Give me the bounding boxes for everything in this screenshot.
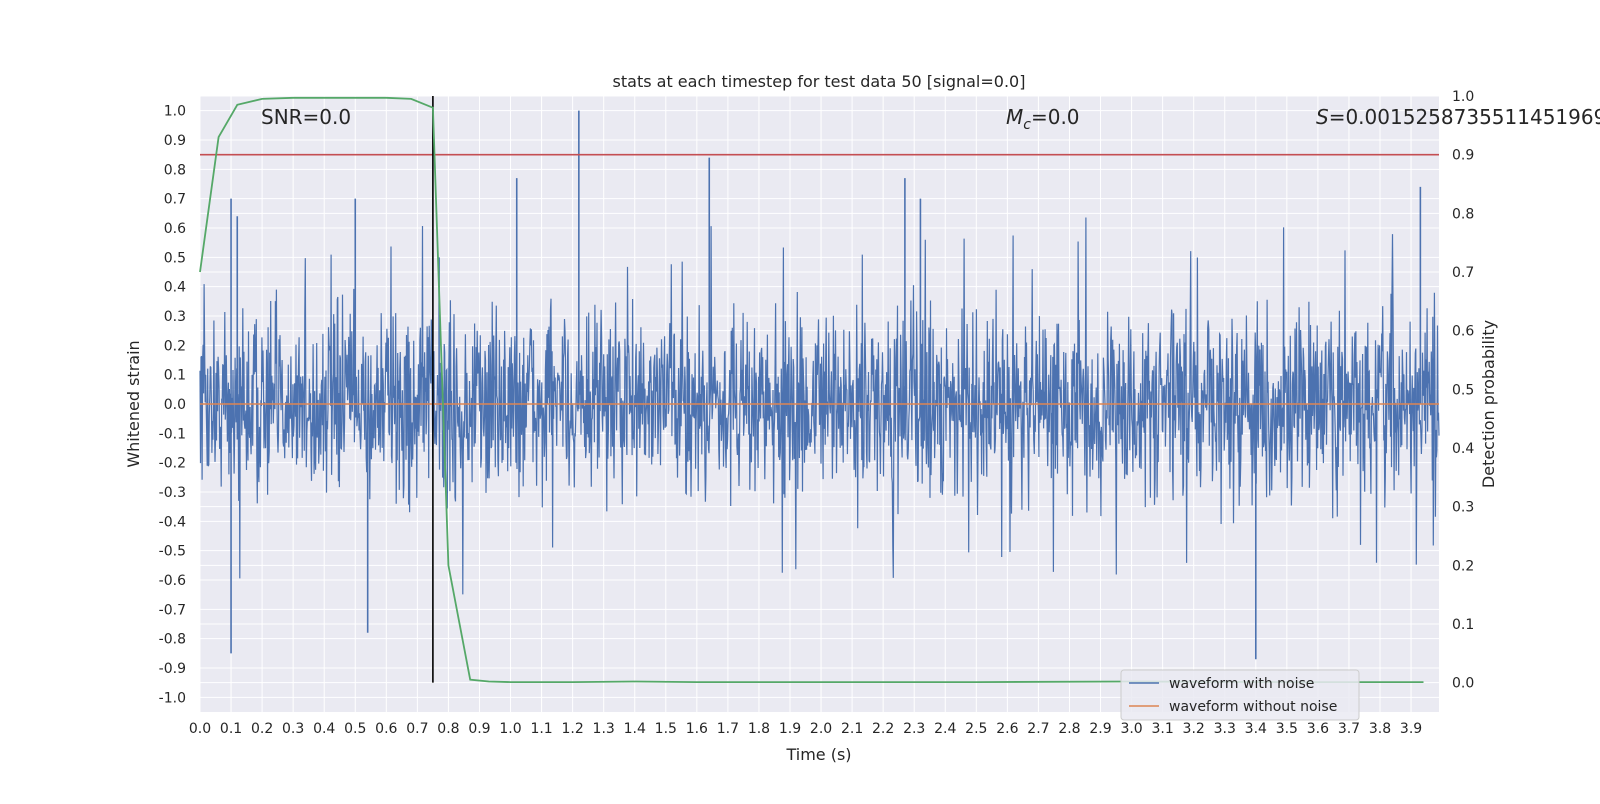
x-tick-label: 1.5: [655, 721, 677, 737]
x-tick-label: 0.0: [189, 721, 211, 737]
y-right-tick-label: 0.6: [1452, 324, 1474, 340]
y-tick-label: -1.0: [159, 690, 186, 706]
y-tick-label: 0.7: [164, 192, 186, 208]
x-tick-label: 3.0: [1120, 721, 1142, 737]
y-tick-label: 0.9: [164, 133, 186, 149]
y-tick-label: -0.2: [159, 456, 186, 472]
x-tick-label: 1.4: [624, 721, 646, 737]
y-right-tick-label: 0.9: [1452, 148, 1474, 164]
x-tick-label: 2.7: [1027, 721, 1049, 737]
x-tick-label: 3.8: [1369, 721, 1391, 737]
x-tick-label: 3.5: [1276, 721, 1298, 737]
y-tick-label: 0.0: [164, 397, 186, 413]
y-tick-label: 0.4: [164, 280, 186, 296]
s-value: =0.0015258735511451969: [1329, 105, 1600, 129]
x-tick-label: 0.7: [406, 721, 428, 737]
y-tick-label: -0.1: [159, 426, 186, 442]
y-tick-label: 1.0: [164, 104, 186, 120]
y-right-tick-label: 0.2: [1452, 558, 1474, 574]
y-tick-label: 0.6: [164, 221, 186, 237]
x-tick-label: 2.4: [934, 721, 956, 737]
s-annotation: S=0.0015258735511451969: [1316, 105, 1600, 129]
x-tick-label: 3.3: [1214, 721, 1236, 737]
y-right-tick-label: 0.3: [1452, 500, 1474, 516]
y-right-tick-label: 0.7: [1452, 265, 1474, 281]
x-tick-label: 1.7: [717, 721, 739, 737]
legend-box: [1120, 669, 1360, 721]
y-tick-label: 0.8: [164, 162, 186, 178]
y-tick-label: 0.3: [164, 309, 186, 325]
x-tick-label: 2.6: [996, 721, 1018, 737]
y-tick-label: -0.8: [159, 632, 186, 648]
x-tick-label: 2.2: [872, 721, 894, 737]
y-tick-label: -0.5: [159, 544, 186, 560]
y-right-tick-labels: 1.0 0.9 0.8 0.7 0.6 0.5 0.4 0.3 0.2 0.1 0.0: [1452, 89, 1474, 692]
x-tick-label: 3.7: [1338, 721, 1360, 737]
legend: waveform with noise waveform without noi…: [1120, 669, 1360, 721]
y-tick-label: -0.9: [159, 661, 186, 677]
y-right-tick-label: 0.4: [1452, 441, 1474, 457]
x-tick-label: 0.6: [375, 721, 397, 737]
y-right-axis-label: Detection probability: [1479, 320, 1498, 488]
y-right-tick-label: 0.8: [1452, 206, 1474, 222]
x-tick-label: 0.8: [437, 721, 459, 737]
x-tick-label: 1.1: [530, 721, 552, 737]
chirp-mass-value: =0.0: [1031, 105, 1080, 129]
x-tick-label: 2.0: [810, 721, 832, 737]
y-tick-label: 0.2: [164, 338, 186, 354]
x-tick-label: 3.6: [1307, 721, 1329, 737]
x-tick-label: 2.3: [903, 721, 925, 737]
detection-probability-line: [199, 96, 1424, 683]
y-right-tick-label: 0.0: [1452, 676, 1474, 692]
x-tick-label: 3.2: [1183, 721, 1205, 737]
series-lines: [199, 96, 1439, 683]
s-annotation-clip: S=0.0015258735511451969: [1316, 105, 1600, 129]
x-tick-label: 0.1: [220, 721, 242, 737]
x-tick-label: 1.0: [499, 721, 521, 737]
x-tick-label: 2.5: [965, 721, 987, 737]
x-tick-label: 1.6: [686, 721, 708, 737]
y-tick-label: -0.6: [159, 573, 186, 589]
x-tick-label: 0.3: [282, 721, 304, 737]
x-tick-labels: 0.0 0.1 0.2 0.3 0.4 0.5 0.6 0.7 0.8 0.9 1.0 1.1 1.2 1…: [189, 721, 1422, 737]
noisy-waveform: [199, 110, 1440, 660]
x-tick-label: 3.1: [1151, 721, 1173, 737]
s-symbol: S: [1316, 105, 1329, 129]
legend-label-clean: waveform without noise: [1169, 699, 1337, 715]
x-tick-label: 0.4: [313, 721, 335, 737]
y-tick-label: -0.3: [159, 485, 186, 501]
y-tick-label: 0.1: [164, 368, 186, 384]
x-tick-label: 0.2: [251, 721, 273, 737]
y-tick-label: -0.4: [159, 514, 186, 530]
x-tick-label: 2.8: [1058, 721, 1080, 737]
x-axis-label: Time (s): [785, 745, 851, 764]
chirp-mass-subscript: c: [1023, 117, 1031, 133]
x-tick-label: 2.9: [1089, 721, 1111, 737]
noise-trace: [199, 217, 1440, 595]
y-axis-label: Whitened strain: [124, 340, 143, 467]
y-tick-labels: 1.0 0.9 0.8 0.7 0.6 0.5 0.4 0.3 0.2 0.1 0.0 -0.1 -0.…: [159, 104, 186, 707]
x-tick-label: 3.9: [1400, 721, 1422, 737]
x-tick-label: 3.4: [1245, 721, 1267, 737]
x-tick-label: 0.9: [468, 721, 490, 737]
y-right-tick-label: 1.0: [1452, 89, 1474, 105]
chirp-mass-annotation: Mc=0.0: [1006, 105, 1080, 133]
x-tick-label: 1.2: [561, 721, 583, 737]
snr-annotation: SNR=0.0: [261, 105, 351, 129]
x-tick-label: 2.1: [841, 721, 863, 737]
x-tick-label: 1.8: [748, 721, 770, 737]
legend-label-noise: waveform with noise: [1169, 676, 1314, 692]
chirp-mass-symbol: M: [1006, 105, 1023, 129]
x-tick-label: 1.9: [779, 721, 801, 737]
chart-title: stats at each timestep for test data 50 …: [613, 72, 1026, 91]
y-right-tick-label: 0.5: [1452, 382, 1474, 398]
x-tick-label: 0.5: [344, 721, 366, 737]
x-tick-label: 1.3: [593, 721, 615, 737]
y-right-tick-label: 0.1: [1452, 617, 1474, 633]
y-tick-label: 0.5: [164, 250, 186, 266]
y-tick-label: -0.7: [159, 602, 186, 618]
